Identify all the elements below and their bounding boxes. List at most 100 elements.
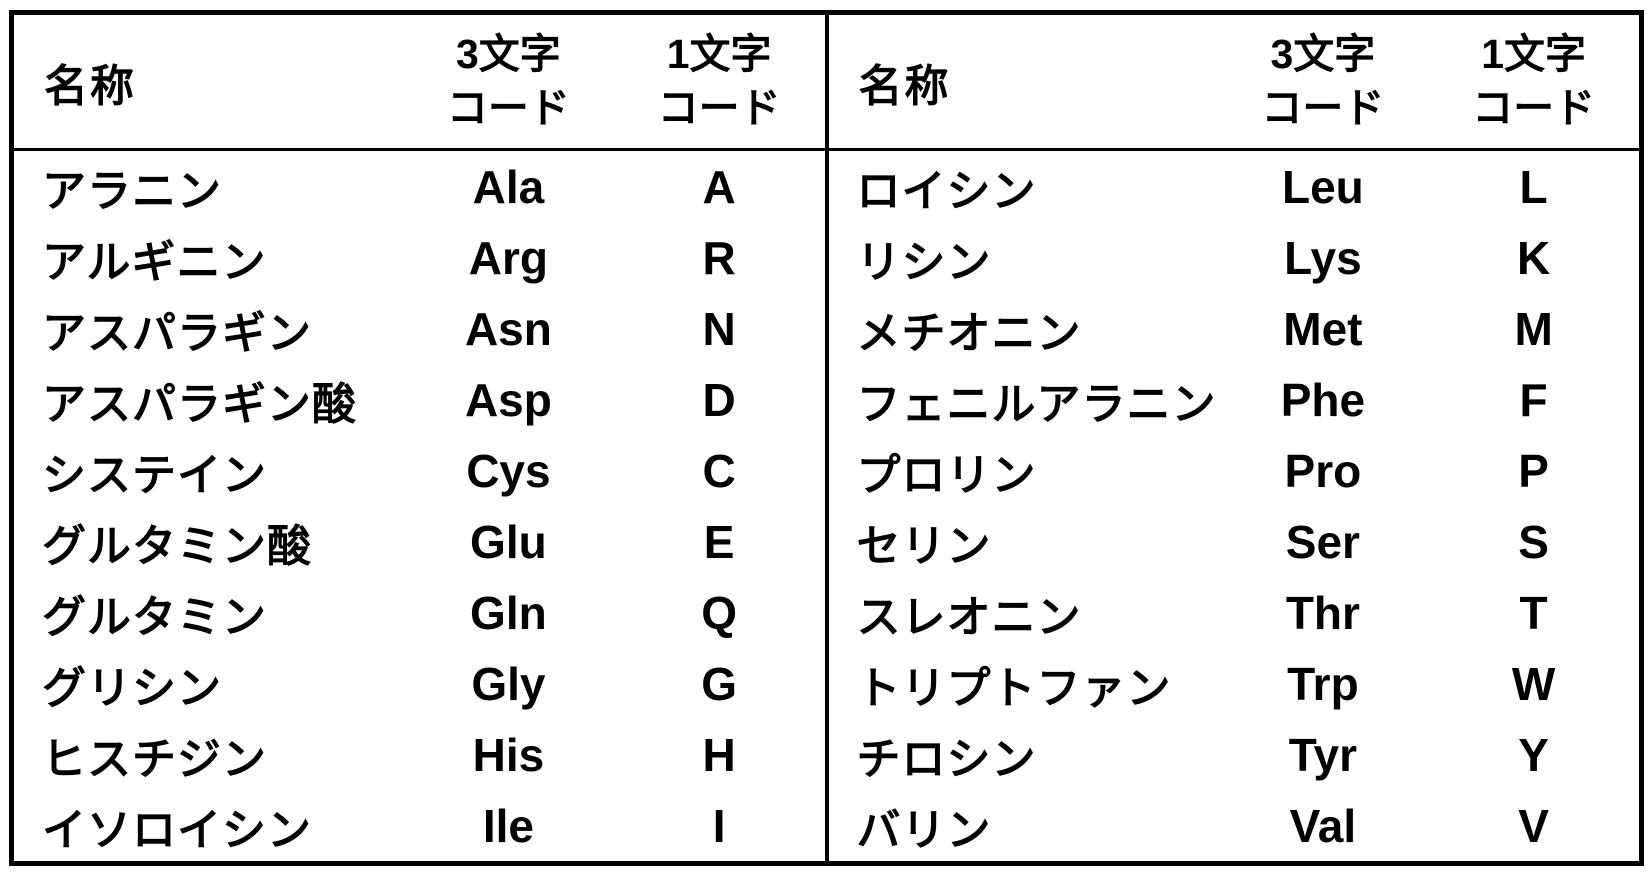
amino-name-cell: グルタミン酸 xyxy=(42,521,312,571)
code3-cell: Gly xyxy=(471,657,546,710)
amino-name-cell: プロリン xyxy=(856,450,1037,500)
amino-name-cell: チロシン xyxy=(856,734,1037,784)
table-row: フェニルアラニン Phe F xyxy=(829,364,1640,435)
code3-cell: Gln xyxy=(470,586,547,639)
column-header-code1-line1: 1文字 xyxy=(1481,31,1587,78)
code1-cell: W xyxy=(1511,657,1556,710)
column-header-code1-line1: 1文字 xyxy=(666,31,772,78)
amino-name-cell: フェニルアラニン xyxy=(856,379,1217,429)
table-body-left: アラニン Ala A アルギニン Arg R アスパラギン Asn N アスパラ… xyxy=(14,151,825,861)
amino-name-cell: システイン xyxy=(42,450,267,500)
column-header-name: 名称 xyxy=(858,61,951,111)
code1-cell: A xyxy=(702,160,736,213)
table-row: グルタミン Gln Q xyxy=(14,577,825,648)
code1-cell: L xyxy=(1519,160,1548,213)
amino-name-cell: トリプトファン xyxy=(856,663,1172,713)
table-row: トリプトファン Trp W xyxy=(829,648,1640,719)
table-row: アルギニン Arg R xyxy=(14,222,825,293)
code3-cell: Ile xyxy=(482,799,534,852)
amino-name-cell: リシン xyxy=(856,237,992,287)
column-header-code3: 3文字 コード xyxy=(1218,28,1429,135)
table-row: セリン Ser S xyxy=(829,506,1640,577)
amino-name-cell: アスパラギン xyxy=(42,308,312,358)
amino-name-cell: グルタミン xyxy=(42,592,267,642)
amino-name-cell: アルギニン xyxy=(42,237,267,287)
code3-cell: Ala xyxy=(472,160,545,213)
code3-cell: Leu xyxy=(1282,160,1364,213)
code1-cell: H xyxy=(702,728,736,781)
column-header-name: 名称 xyxy=(44,61,136,111)
amino-name-cell: イソロイシン xyxy=(42,805,312,855)
code1-cell: N xyxy=(702,302,736,355)
table-body-right: ロイシン Leu L リシン Lys K メチオニン Met M フェニルアラニ… xyxy=(829,151,1640,861)
code1-cell: D xyxy=(702,373,736,426)
code3-cell: Cys xyxy=(466,444,551,497)
amino-name-cell: メチオニン xyxy=(856,308,1082,358)
code3-cell: Ser xyxy=(1285,515,1360,568)
code1-cell: P xyxy=(1518,444,1549,497)
code1-cell: C xyxy=(702,444,736,497)
code3-cell: Phe xyxy=(1280,373,1366,426)
table-row: アスパラギン酸 Asp D xyxy=(14,364,825,435)
code3-cell: Pro xyxy=(1284,444,1362,497)
amino-name-cell: ヒスチジン xyxy=(42,734,267,784)
code3-cell: Lys xyxy=(1284,231,1362,284)
column-header-code3-line1: 3文字 xyxy=(1270,31,1376,78)
code1-cell: S xyxy=(1518,515,1549,568)
table-left-half: 名称 3文字 コード 1文字 コード アラニン Ala A アルギニン xyxy=(14,15,825,861)
table-row: メチオニン Met M xyxy=(829,293,1640,364)
amino-name-cell: アラニン xyxy=(42,166,222,216)
code3-cell: Glu xyxy=(470,515,547,568)
code1-cell: Q xyxy=(701,586,737,639)
table-row: リシン Lys K xyxy=(829,222,1640,293)
table-row: ロイシン Leu L xyxy=(829,151,1640,222)
table-row: チロシン Tyr Y xyxy=(829,719,1640,790)
column-header-code3-line2: コード xyxy=(1261,84,1385,131)
code1-cell: T xyxy=(1519,586,1548,639)
code1-cell: F xyxy=(1519,373,1548,426)
table-row: スレオニン Thr T xyxy=(829,577,1640,648)
amino-acid-code-table: 名称 3文字 コード 1文字 コード アラニン Ala A アルギニン xyxy=(9,10,1644,866)
table-row: イソロイシン Ile I xyxy=(14,790,825,861)
column-header-code1-line2: コード xyxy=(1472,84,1596,131)
header-row-left: 名称 3文字 コード 1文字 コード xyxy=(14,15,825,151)
table-right-half: 名称 3文字 コード 1文字 コード ロイシン Leu L リシン xyxy=(824,15,1640,861)
column-header-code3-line1: 3文字 xyxy=(455,31,561,78)
table-row: グルタミン酸 Glu E xyxy=(14,506,825,577)
code3-cell: Trp xyxy=(1287,657,1359,710)
amino-name-cell: セリン xyxy=(856,521,992,571)
table-row: アスパラギン Asn N xyxy=(14,293,825,364)
code3-cell: Asp xyxy=(464,373,552,426)
code1-cell: E xyxy=(703,515,735,568)
code3-cell: Val xyxy=(1289,799,1357,852)
code3-cell: Arg xyxy=(468,231,548,284)
column-header-code3: 3文字 コード xyxy=(403,28,614,135)
code1-cell: Y xyxy=(1518,728,1549,781)
table-row: プロリン Pro P xyxy=(829,435,1640,506)
table-row: ヒスチジン His H xyxy=(14,719,825,790)
header-row-right: 名称 3文字 コード 1文字 コード xyxy=(828,15,1639,151)
table-row: システイン Cys C xyxy=(14,435,825,506)
amino-name-cell: ロイシン xyxy=(856,166,1037,216)
amino-name-cell: バリン xyxy=(856,805,992,855)
code3-cell: Thr xyxy=(1285,586,1360,639)
code3-cell: Tyr xyxy=(1288,728,1357,781)
code1-cell: M xyxy=(1514,302,1553,355)
table-row: バリン Val V xyxy=(829,790,1640,861)
code1-cell: I xyxy=(712,799,726,852)
column-header-code1: 1文字 コード xyxy=(1428,28,1639,135)
column-header-code1-line2: コード xyxy=(657,84,781,131)
code1-cell: V xyxy=(1518,799,1549,852)
amino-name-cell: アスパラギン酸 xyxy=(42,379,357,429)
amino-name-cell: グリシン xyxy=(42,663,222,713)
column-header-code3-line2: コード xyxy=(446,84,570,131)
code1-cell: G xyxy=(701,657,737,710)
code3-cell: Met xyxy=(1283,302,1363,355)
column-header-code1: 1文字 コード xyxy=(614,28,825,135)
table-row: グリシン Gly G xyxy=(14,648,825,719)
code3-cell: Asn xyxy=(464,302,552,355)
table-row: アラニン Ala A xyxy=(14,151,825,222)
code3-cell: His xyxy=(472,728,545,781)
code1-cell: R xyxy=(702,231,736,284)
